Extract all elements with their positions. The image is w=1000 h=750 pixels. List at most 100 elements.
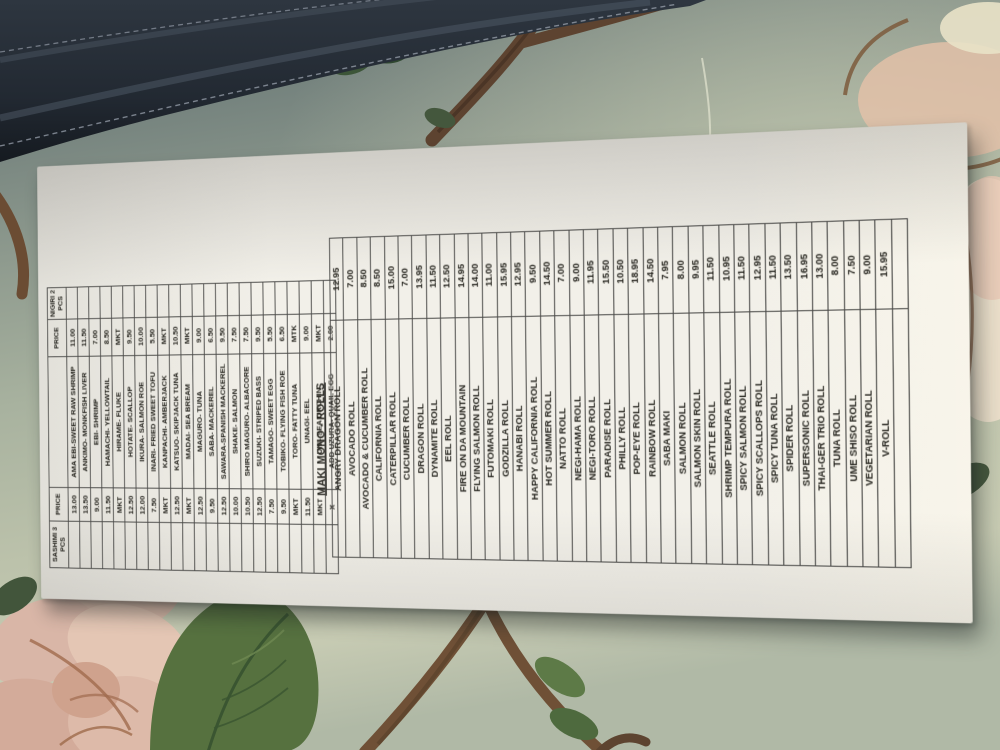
nigiri-2pcs-cell [157,284,169,318]
nigiri-2pcs-cell [134,285,146,318]
sashimi-price-cell: 9.00 [90,487,103,522]
nigiri-price-cell: 7.50 [227,315,240,355]
sashimi-price-cell: MKT [182,488,195,523]
sashimi-3pcs-cell [170,522,184,571]
roll-price-cell: 7.00 [397,235,413,319]
roll-price-cell: 18.95 [627,227,644,315]
roll-price-cell: 13.00 [811,221,829,311]
nigiri-price-cell: 5.50 [263,314,276,354]
roll-price-cell: 11.50 [703,225,720,313]
sashimi-3pcs-cell [205,523,219,572]
roll-price-cell: 14.50 [539,230,555,317]
sashimi-3pcs-cell [217,523,231,572]
roll-price-cell: 12.95 [749,223,766,312]
roll-price-cell: 7.95 [657,226,674,314]
nigiri-2pcs-cell [227,282,240,316]
sashimi-3pcs-cell [277,523,290,573]
branch-bottom-center [359,596,606,750]
nigiri-price-cell: 11.00 [66,318,78,357]
roll-price-cell: 16.95 [795,221,813,311]
leaf-bottom-left [150,586,319,750]
sashimi-price-cell: 12.50 [170,488,183,523]
nigiri-price-cell: MKT [180,316,193,355]
booth-seat-edge [0,0,706,162]
roll-price-cell: 14.00 [467,233,483,318]
sashimi-price-header: PRICE [49,487,69,522]
sashimi-3pcs-cell [253,523,266,573]
roll-price-cell: 9.95 [687,225,704,314]
sashimi-3pcs-cell [113,521,126,570]
sashimi-price-cell: 7.50 [147,488,160,523]
sashimi-3pcs-cell [229,523,242,572]
sashimi-price-cell: 11.50 [101,487,114,522]
nigiri-price-cell: 9.50 [215,315,228,355]
sashimi-price-cell: 11.50 [301,489,314,525]
maki-empty-row [891,218,912,568]
item-name-header [47,356,69,488]
sashimi-price-cell: 9.50 [205,488,218,524]
sashimi-price-cell: 13.00 [68,487,80,522]
roll-price-cell: 12.95 [510,231,526,317]
sashimi-price-cell: 12.00 [136,488,148,523]
roll-price-cell: 15.95 [496,232,512,317]
sashimi-table-body: 13.00 AMA EBI-SWEET RAW SHRIMP 11.00 13.50 A… [66,280,339,574]
roll-price-cell: 10.50 [612,228,629,315]
sashimi-3pcs-cell [159,522,172,571]
sashimi-price-cell: 12.50 [217,488,230,524]
nigiri-price-cell: 6.50 [203,315,217,355]
nigiri-price-cell: 9.50 [122,317,135,356]
nigiri-price-cell: 7.00 [88,318,101,357]
roll-price-cell: 13.50 [780,222,797,312]
roll-price-cell: 15.50 [598,228,614,315]
roll-price-cell: 8.00 [672,226,689,314]
sashimi-price-cell: 13.50 [79,487,91,522]
nigiri-price-cell: 8.50 [100,318,112,357]
maki-table-body: ANGRY DRAGON ROLL 12.95 AVOCADO ROLL 7.00 AV… [329,218,912,568]
sashimi-price-cell: 10.50 [241,488,254,524]
nigiri-2pcs-cell [262,281,276,315]
sashimi-3pcs-cell [90,521,103,569]
nigiri-2pcs-cell [168,284,181,317]
sashimi-3pcs-cell [124,521,137,570]
nigiri-2pcs-cell [250,282,264,316]
menu-paper: SASHIMI 3 PCS PRICE PRICE NIGIRI 2 PCS 1… [37,122,973,624]
nigiri-price-cell: 9.00 [192,316,205,355]
sashimi-3pcs-header: SASHIMI 3 PCS [49,520,69,569]
sashimi-3pcs-cell [241,523,254,572]
roll-price-cell: 8.50 [356,236,372,320]
sashimi-price-cell: 10.00 [229,488,242,524]
nigiri-2pcs-cell [180,283,193,317]
sashimi-price-cell: 12.50 [193,488,206,524]
roll-price-cell: 15.95 [875,219,893,310]
sashimi-3pcs-cell [194,522,207,571]
nigiri-price-cell: 7.50 [239,315,252,354]
roll-price-cell: 10.95 [718,224,735,313]
nigiri-2pcs-cell [88,286,101,319]
sashimi-price-cell: MKT [113,487,125,522]
nigiri-price-cell: 10.50 [168,316,181,356]
sashimi-3pcs-cell [289,524,302,573]
nigiri-2pcs-cell [99,286,112,319]
sashimi-price-cell: 12.50 [124,487,137,523]
roll-price-cell: 9.00 [859,219,877,310]
maki-rolls-table: ANGRY DRAGON ROLL 12.95 AVOCADO ROLL 7.00 AV… [329,218,912,568]
roll-price-cell: 8.50 [370,236,385,320]
roll-price-cell: 11.50 [425,234,441,319]
branch-bottom-right-tip [595,733,651,750]
nigiri-price-cell: 9.50 [251,314,264,354]
roll-price-cell: 7.00 [343,237,358,321]
nigiri-2pcs-cell [77,286,89,319]
nigiri-2pcs-cell [122,285,135,318]
roll-price-cell: 11.95 [583,229,599,316]
roll-price-cell: 9.00 [568,229,585,316]
roll-price-cell: 15.00 [384,235,399,320]
nigiri-price-cell: 5.50 [145,317,158,356]
maki-section-title: MAKI MONO - ROLLS [315,382,328,496]
sashimi-3pcs-cell [147,522,160,570]
roll-price-cell: 12.50 [439,234,455,319]
nigiri-2pcs-cell [298,280,312,315]
nigiri-2pcs-cell [191,283,204,317]
roll-price-cell: 12.95 [329,237,344,321]
branch-left-edge [0,192,30,300]
